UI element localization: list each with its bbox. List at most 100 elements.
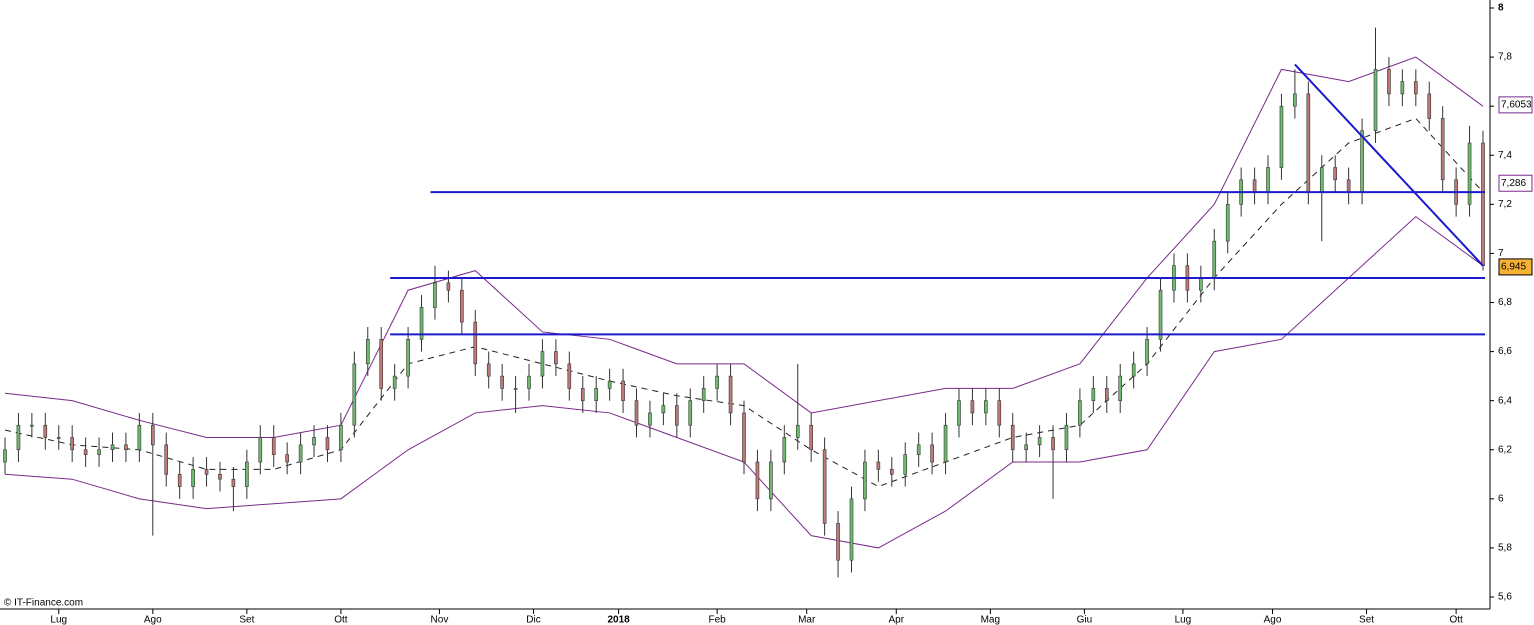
candle-body <box>997 400 1002 426</box>
candle-body <box>580 388 585 401</box>
candle-body <box>1078 400 1082 426</box>
candle-body <box>1118 375 1123 401</box>
price-label: 6,945 <box>1501 262 1526 273</box>
candle-body <box>365 339 370 365</box>
candle-body <box>822 449 827 524</box>
candle-body <box>957 400 961 426</box>
x-tick-label: Ott <box>1449 615 1463 625</box>
y-tick-label: 7,4 <box>1498 150 1512 161</box>
candle-body <box>258 437 263 463</box>
candle-body <box>1051 437 1055 451</box>
candle-body <box>460 289 464 323</box>
candle-body <box>83 449 88 455</box>
candle-body <box>513 388 518 390</box>
candle-body <box>809 424 813 451</box>
candle-body <box>1266 167 1270 193</box>
candle-body <box>204 469 209 475</box>
candle-body <box>742 412 746 463</box>
candle-body <box>567 363 572 389</box>
candle-body <box>1467 142 1472 205</box>
y-tick-label: 7 <box>1498 248 1504 259</box>
x-tick-label: Set <box>1359 615 1374 625</box>
trend-line <box>1294 63 1484 267</box>
candle-body <box>1346 179 1351 193</box>
candle-body <box>1360 130 1364 193</box>
candle-body <box>1279 105 1284 168</box>
candle-body <box>137 424 142 451</box>
x-tick-label: Ago <box>1264 615 1282 625</box>
candle-body <box>876 461 881 470</box>
y-tick-label: 7,8 <box>1498 52 1512 63</box>
candle-body <box>1145 339 1149 365</box>
candle-body <box>70 437 74 451</box>
x-tick-label: Lug <box>50 615 67 625</box>
price-label: 7,6053 <box>1501 100 1532 111</box>
x-tick-label: Giu <box>1077 615 1093 625</box>
candle-body <box>392 375 397 389</box>
candle-body <box>607 380 612 389</box>
y-tick-label: 6,4 <box>1498 395 1512 406</box>
candle-body <box>164 444 169 475</box>
watermark: © IT-Finance.com <box>4 598 83 609</box>
candle-body <box>1333 167 1337 181</box>
candle-body <box>285 454 289 463</box>
candle-body <box>903 454 908 475</box>
candle-body <box>245 461 249 487</box>
candle-body <box>1414 81 1418 95</box>
band-line <box>4 56 1484 438</box>
candle-body <box>352 363 357 426</box>
x-tick-label: Mar <box>798 615 816 625</box>
price-label: 7,286 <box>1501 178 1526 189</box>
candle-body <box>30 424 34 427</box>
candle-body <box>930 444 934 463</box>
y-tick-label: 6 <box>1498 493 1504 504</box>
candle-body <box>970 400 975 414</box>
candle-body <box>984 400 988 414</box>
candle-body <box>1293 93 1297 107</box>
y-tick-label: 6,6 <box>1498 346 1512 357</box>
candle-body <box>594 388 599 401</box>
candle-body <box>1319 167 1324 193</box>
candle-body <box>446 282 451 291</box>
candle-body <box>715 375 719 389</box>
candle-body <box>1225 204 1230 242</box>
candle-body <box>3 449 7 463</box>
candle-body <box>218 473 222 480</box>
candle-body <box>795 424 800 438</box>
candle-body <box>889 469 894 475</box>
candle-body <box>728 375 733 414</box>
candle-body <box>298 444 303 463</box>
candle-body <box>312 437 316 446</box>
candle-body <box>1131 363 1136 377</box>
candle-body <box>661 405 666 414</box>
candle-body <box>863 461 867 500</box>
candle-body <box>16 424 21 451</box>
candle-body <box>688 400 693 426</box>
candle-body <box>1440 118 1445 181</box>
candle-body <box>782 437 787 463</box>
x-tick-label: Ott <box>334 615 348 625</box>
y-tick-label: 5,8 <box>1498 543 1512 554</box>
x-tick-label: Lug <box>1175 615 1192 625</box>
candle-body <box>339 424 343 451</box>
candle-body <box>836 523 840 561</box>
candle-body <box>110 444 115 451</box>
candle-body <box>433 282 437 308</box>
y-tick-label: 6,2 <box>1498 444 1512 455</box>
x-tick-label: 2018 <box>607 615 630 625</box>
y-tick-label: 5,6 <box>1498 592 1512 603</box>
candle-body <box>554 351 558 365</box>
price-label-box <box>1498 258 1533 276</box>
candle-body <box>1373 69 1378 132</box>
candle-body <box>97 449 101 455</box>
x-tick-label: Apr <box>888 615 904 625</box>
candle-body <box>648 412 652 426</box>
candle-body <box>43 424 48 438</box>
candle-body <box>1037 437 1042 446</box>
candle-body <box>419 307 424 340</box>
candle-body <box>177 473 182 487</box>
candle-body <box>701 388 706 401</box>
candle-body <box>1306 93 1311 193</box>
y-tick-label: 8 <box>1498 3 1504 14</box>
